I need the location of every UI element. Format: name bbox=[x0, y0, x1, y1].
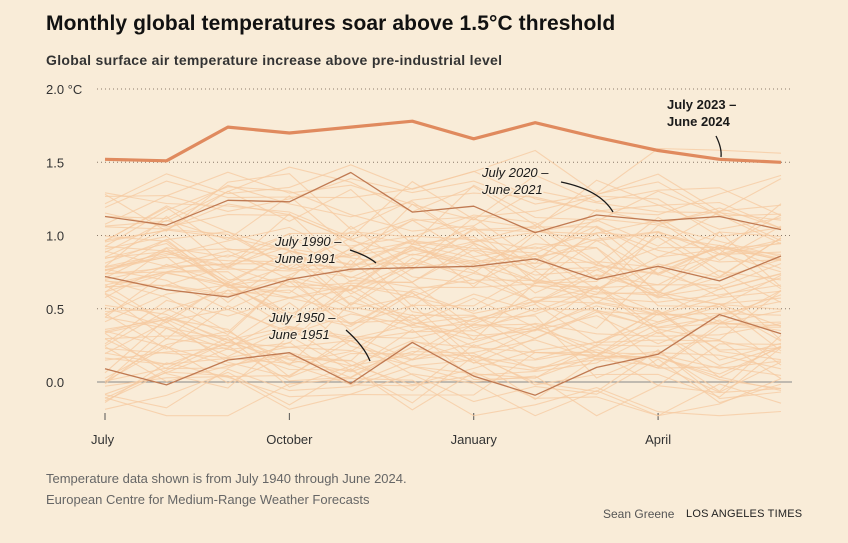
chart-subtitle: Global surface air temperature increase … bbox=[46, 52, 503, 68]
background-year-line bbox=[104, 178, 782, 217]
series-label-line: June 2024 bbox=[667, 114, 731, 129]
background-year-line bbox=[104, 203, 782, 266]
background-year-line bbox=[104, 326, 782, 383]
background-year-line bbox=[104, 243, 782, 299]
brand-logo: LOS ANGELES TIMES bbox=[686, 508, 803, 520]
series-line bbox=[104, 313, 782, 396]
background-year-line bbox=[104, 179, 782, 239]
background-year-line bbox=[104, 301, 782, 362]
background-year-line bbox=[104, 203, 782, 266]
series-label-line: July 2020 – bbox=[481, 165, 549, 180]
background-year-line bbox=[104, 166, 782, 227]
background-year-line bbox=[104, 164, 782, 216]
x-tick-label: April bbox=[645, 432, 671, 447]
series-label-line: June 2021 bbox=[481, 182, 543, 197]
series-label-line: July 1990 – bbox=[274, 234, 342, 249]
series-label-line: July 1950 – bbox=[268, 310, 336, 325]
y-tick-label: 1.5 bbox=[46, 155, 64, 170]
background-year-line bbox=[104, 377, 782, 417]
background-year-line bbox=[104, 371, 782, 417]
leader-line bbox=[715, 135, 722, 158]
series-label: July 1990 – June 1991 bbox=[273, 233, 377, 268]
background-year-lines bbox=[104, 147, 782, 417]
background-year-line bbox=[104, 289, 782, 341]
background-year-line bbox=[104, 171, 782, 225]
background-year-line bbox=[104, 315, 782, 379]
x-tick-label: January bbox=[451, 432, 498, 447]
x-tick-label: October bbox=[266, 432, 313, 447]
series-label-line: July 2023 – bbox=[667, 97, 736, 112]
background-year-line bbox=[104, 302, 782, 361]
grid-lines bbox=[97, 88, 792, 383]
background-year-line bbox=[104, 346, 782, 400]
background-year-line bbox=[104, 348, 782, 404]
background-year-line bbox=[104, 284, 782, 351]
series-label-line: June 1991 bbox=[274, 251, 336, 266]
y-tick-label: 0.5 bbox=[46, 302, 64, 317]
footer-data-note: Temperature data shown is from July 1940… bbox=[46, 471, 407, 486]
background-year-line bbox=[104, 282, 782, 330]
background-year-line bbox=[104, 309, 782, 368]
background-year-line bbox=[104, 315, 782, 378]
background-year-line bbox=[104, 344, 782, 392]
background-year-line bbox=[104, 289, 782, 347]
background-year-line bbox=[104, 206, 782, 267]
series-line bbox=[104, 255, 782, 298]
background-year-line bbox=[104, 237, 782, 290]
background-year-line bbox=[104, 230, 782, 291]
background-year-line bbox=[104, 214, 782, 270]
series-label-line: June 1951 bbox=[268, 327, 330, 342]
y-tick-label: 0.0 bbox=[46, 375, 64, 390]
x-axis-ticks: July October January April bbox=[91, 413, 671, 447]
background-year-line bbox=[104, 266, 782, 330]
background-year-line bbox=[104, 338, 782, 387]
leader-line bbox=[349, 249, 377, 264]
background-year-line bbox=[104, 328, 782, 389]
chart-title: Monthly global temperatures soar above 1… bbox=[46, 12, 616, 35]
background-year-line bbox=[104, 241, 782, 286]
series-label: July 2020 – June 2021 bbox=[480, 164, 614, 213]
background-year-line bbox=[104, 276, 782, 333]
highlight-year-lines bbox=[104, 119, 782, 396]
series-label: July 2023 – June 2024 bbox=[666, 96, 738, 158]
series-annotations: July 2023 – June 2024 July 2020 – June 2021… bbox=[267, 96, 738, 362]
background-year-line bbox=[104, 245, 782, 308]
y-tick-label: 2.0 °C bbox=[46, 82, 82, 97]
byline: Sean Greene bbox=[603, 507, 675, 521]
background-year-line bbox=[104, 225, 782, 275]
y-tick-label: 1.0 bbox=[46, 229, 64, 244]
background-year-line bbox=[104, 246, 782, 305]
series-label: July 1950 – June 1951 bbox=[267, 309, 371, 362]
leader-line bbox=[560, 181, 614, 213]
background-year-line bbox=[104, 184, 782, 247]
background-year-line bbox=[104, 367, 782, 417]
x-tick-label: July bbox=[91, 432, 115, 447]
footer-source: European Centre for Medium-Range Weather… bbox=[46, 492, 370, 507]
background-year-line bbox=[104, 215, 782, 278]
leader-line bbox=[345, 329, 371, 362]
series-line bbox=[104, 171, 782, 234]
y-axis-ticks: 0.0 0.5 1.0 1.5 2.0 °C bbox=[46, 82, 82, 390]
background-year-line bbox=[104, 284, 782, 341]
series-line bbox=[104, 119, 782, 164]
background-year-line bbox=[104, 242, 782, 303]
